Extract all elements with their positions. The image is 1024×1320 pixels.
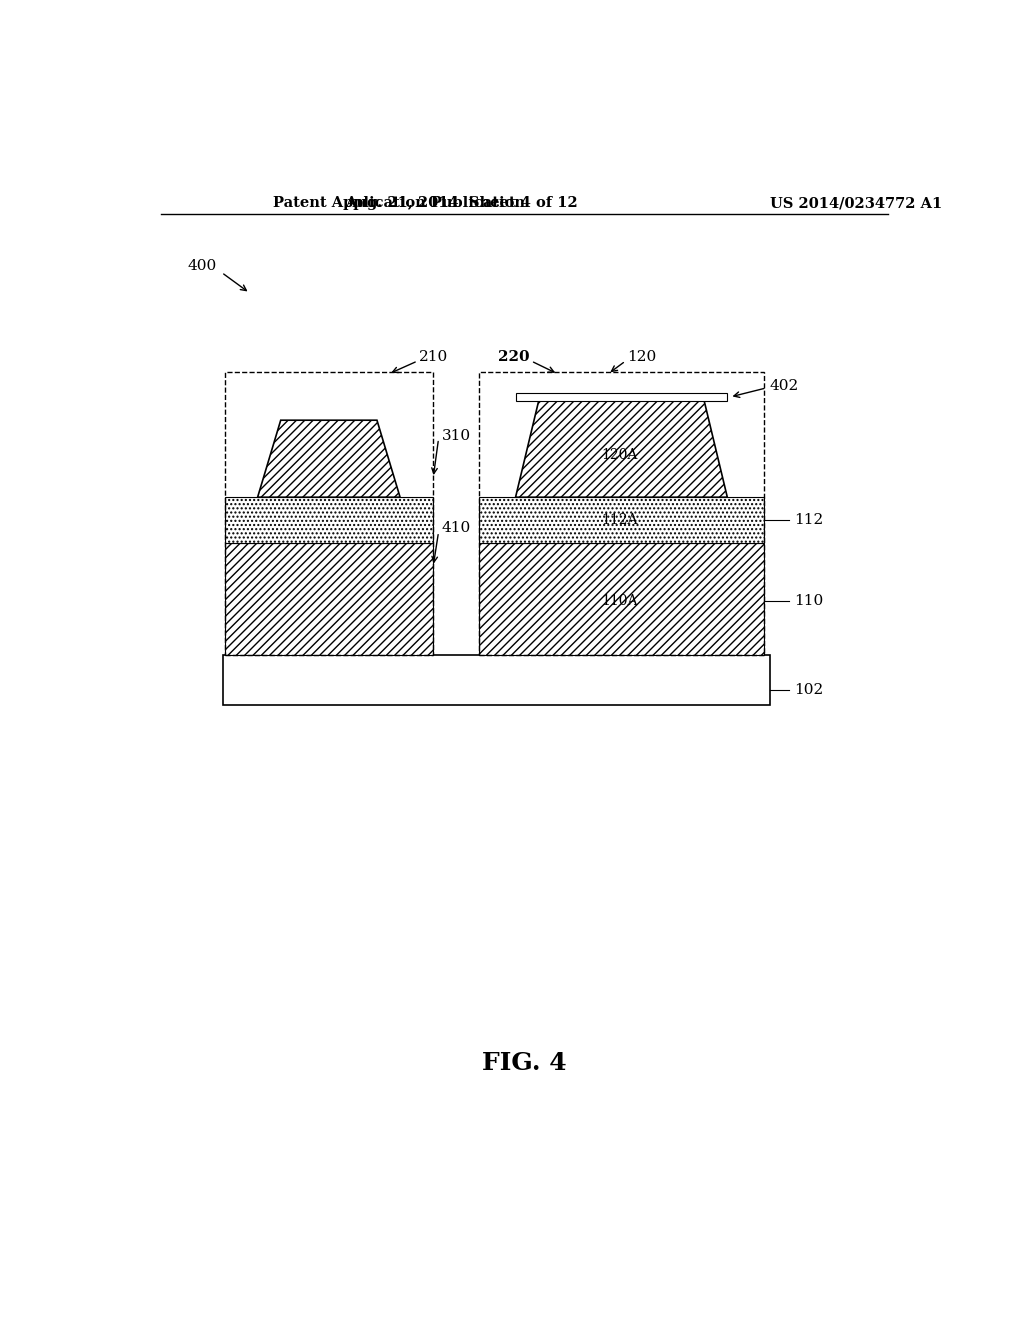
Text: 110: 110 (795, 594, 823, 609)
Polygon shape (258, 420, 400, 498)
Bar (223, 655, 770, 705)
Polygon shape (515, 401, 727, 498)
Text: 102: 102 (795, 682, 823, 697)
Text: 410: 410 (441, 521, 471, 535)
Text: 220: 220 (498, 350, 529, 364)
Text: 402: 402 (770, 379, 799, 392)
Bar (515, 393, 727, 401)
Text: FIG. 4: FIG. 4 (482, 1051, 567, 1076)
Text: Aug. 21, 2014  Sheet 4 of 12: Aug. 21, 2014 Sheet 4 of 12 (345, 197, 578, 210)
Bar (479, 372, 764, 655)
Bar (225, 544, 433, 655)
Text: Patent Application Publication: Patent Application Publication (273, 197, 525, 210)
Text: 110A: 110A (601, 594, 638, 609)
Text: 310: 310 (441, 429, 471, 442)
Bar (225, 498, 433, 544)
Text: 400: 400 (187, 259, 217, 273)
Text: 112A: 112A (601, 513, 638, 527)
Text: 120A: 120A (601, 447, 638, 462)
Text: 112: 112 (795, 513, 823, 527)
Text: 210: 210 (419, 350, 449, 364)
Bar (479, 544, 764, 655)
Text: US 2014/0234772 A1: US 2014/0234772 A1 (770, 197, 942, 210)
Bar (479, 498, 764, 544)
Text: 120: 120 (628, 350, 656, 364)
Bar (225, 372, 433, 655)
